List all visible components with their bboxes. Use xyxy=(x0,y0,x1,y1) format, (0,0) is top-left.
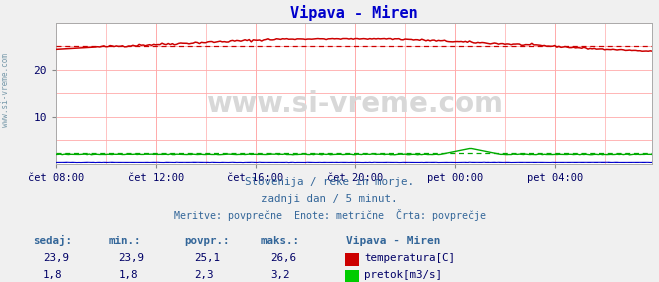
Text: sedaj:: sedaj: xyxy=(33,235,72,246)
Text: 26,6: 26,6 xyxy=(270,253,296,263)
Text: maks.:: maks.: xyxy=(260,236,299,246)
Text: temperatura[C]: temperatura[C] xyxy=(364,253,455,263)
Text: 1,8: 1,8 xyxy=(119,270,138,280)
Title: Vipava - Miren: Vipava - Miren xyxy=(291,5,418,21)
Text: Slovenija / reke in morje.: Slovenija / reke in morje. xyxy=(245,177,414,187)
Text: www.si-vreme.com: www.si-vreme.com xyxy=(206,90,503,118)
Text: zadnji dan / 5 minut.: zadnji dan / 5 minut. xyxy=(261,194,398,204)
Text: min.:: min.: xyxy=(109,236,141,246)
Text: 25,1: 25,1 xyxy=(194,253,220,263)
Text: 3,2: 3,2 xyxy=(270,270,290,280)
Text: pretok[m3/s]: pretok[m3/s] xyxy=(364,270,442,280)
Text: 2,3: 2,3 xyxy=(194,270,214,280)
Text: 23,9: 23,9 xyxy=(119,253,144,263)
Text: www.si-vreme.com: www.si-vreme.com xyxy=(1,53,10,127)
Text: povpr.:: povpr.: xyxy=(185,236,230,246)
Text: Vipava - Miren: Vipava - Miren xyxy=(346,236,440,246)
Text: 1,8: 1,8 xyxy=(43,270,63,280)
Text: Meritve: povprečne  Enote: metrične  Črta: povprečje: Meritve: povprečne Enote: metrične Črta:… xyxy=(173,209,486,221)
Text: 23,9: 23,9 xyxy=(43,253,69,263)
